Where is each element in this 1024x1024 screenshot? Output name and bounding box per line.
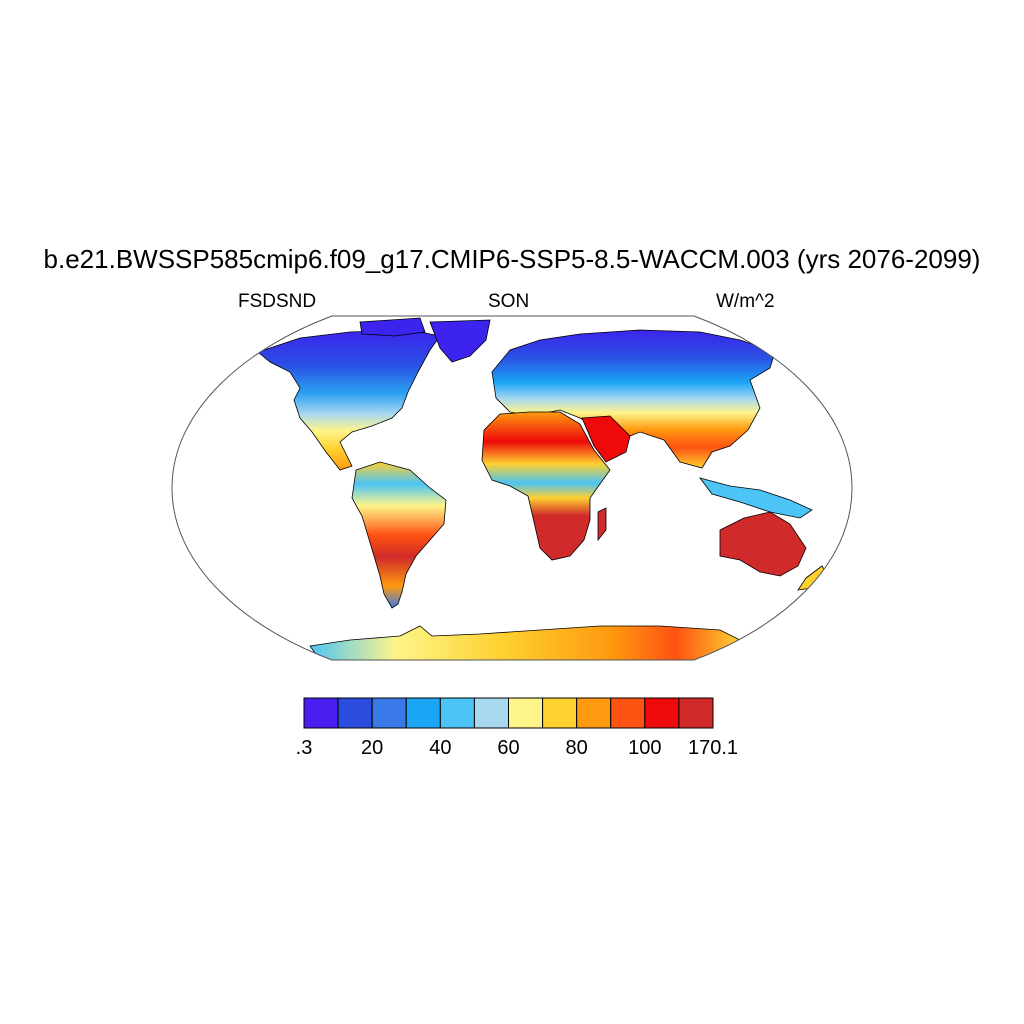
colorbar-tick-label: .3: [295, 737, 313, 759]
landmass-madagascar: [597, 507, 607, 542]
colorbar-swatch: [337, 697, 373, 729]
colorbar-swatch: [405, 697, 441, 729]
colorbar-swatch: [644, 697, 680, 729]
colorbar-swatch: [542, 697, 578, 729]
landmass-south-america: [351, 461, 447, 609]
colorbar-tick-label: 80: [565, 737, 588, 759]
colorbar-swatch: [678, 697, 714, 729]
figure-title: b.e21.BWSSP585cmip6.f09_g17.CMIP6-SSP5-8…: [43, 244, 981, 274]
landmass-africa: [481, 411, 611, 561]
colorbar-swatch: [303, 697, 339, 729]
colorbar-swatch: [371, 697, 407, 729]
units-label: W/m^2: [716, 291, 775, 312]
colorbar-swatch: [473, 697, 509, 729]
variable-label: FSDSND: [238, 291, 317, 312]
colorbar-tick-label: 60: [497, 737, 520, 759]
colorbar-swatch: [439, 697, 475, 729]
colorbar-tick-label: 20: [361, 737, 384, 759]
colorbar-swatch: [576, 697, 612, 729]
colorbar-swatch: [508, 697, 544, 729]
landmass-southeast-asia-islands: [698, 477, 813, 519]
colorbar-swatch: [610, 697, 646, 729]
landmass-eurasia: [491, 329, 776, 469]
landmass-north-america: [257, 329, 441, 471]
landmass-arctic-islands: [359, 317, 426, 337]
season-label: SON: [488, 291, 530, 312]
colorbar-tick-label: 170.1: [687, 737, 739, 759]
colorbar-tick-label: 100: [628, 737, 662, 759]
landmass-arabia: [581, 415, 631, 463]
colorbar-tick-label: 40: [429, 737, 452, 759]
map-border: [171, 315, 853, 661]
landmass-australia: [719, 511, 807, 577]
landmass-greenland: [429, 319, 491, 363]
